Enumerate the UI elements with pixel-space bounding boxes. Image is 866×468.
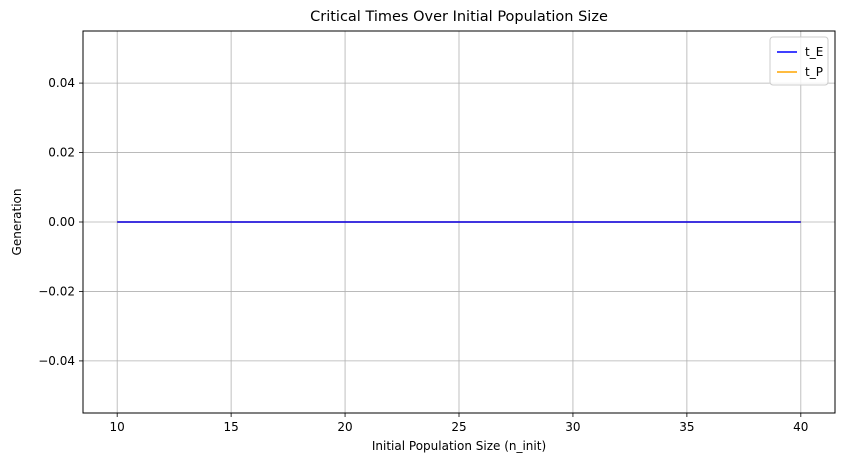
x-tick-label: 35 (679, 420, 694, 434)
x-tick-label: 15 (223, 420, 238, 434)
x-axis-label: Initial Population Size (n_init) (372, 439, 546, 453)
y-axis-ticks: −0.04 −0.02 0.00 0.02 0.04 (38, 76, 83, 368)
legend-label-t-e: t_E (805, 45, 823, 59)
chart-title: Critical Times Over Initial Population S… (310, 9, 608, 25)
legend-label-t-p: t_P (805, 65, 823, 79)
legend: t_E t_P (769, 36, 829, 86)
x-tick-label: 40 (793, 420, 808, 434)
y-tick-label: −0.04 (38, 354, 75, 368)
y-tick-label: 0.02 (48, 146, 75, 160)
x-tick-label: 20 (337, 420, 352, 434)
y-tick-label: 0.00 (48, 215, 75, 229)
y-tick-label: 0.04 (48, 76, 75, 90)
y-axis-label: Generation (10, 189, 24, 256)
x-tick-label: 25 (451, 420, 466, 434)
x-axis-ticks: 10 15 20 25 30 35 40 (110, 413, 808, 434)
y-tick-label: −0.02 (38, 284, 75, 298)
x-tick-label: 10 (110, 420, 125, 434)
x-tick-label: 30 (565, 420, 580, 434)
legend-box (769, 36, 829, 86)
